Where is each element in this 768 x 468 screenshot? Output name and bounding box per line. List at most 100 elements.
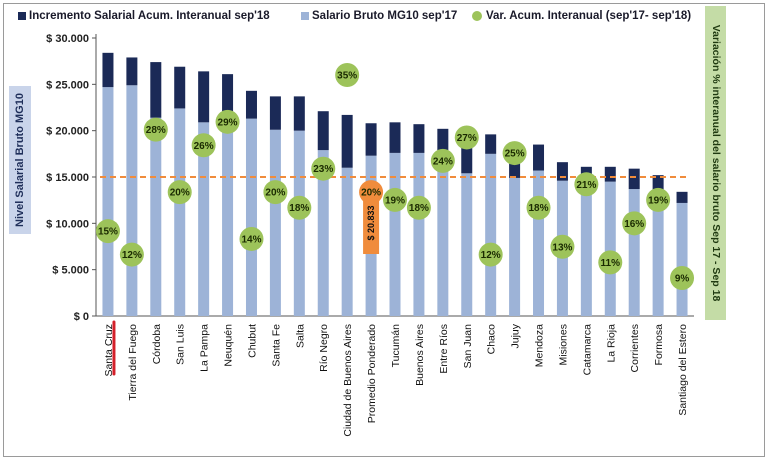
- x-tick-label: Corrientes: [629, 324, 641, 372]
- variation-label-19: 18%: [529, 203, 549, 214]
- bar-salary-11: [341, 167, 353, 316]
- legend-increment-label: Incremento Salarial Acum. Interanual sep…: [29, 10, 270, 22]
- variation-label-18: 25%: [505, 149, 525, 160]
- bar-increment-17: [485, 134, 497, 154]
- variation-label-9: 18%: [289, 203, 309, 214]
- variation-point-10: [311, 156, 336, 181]
- variation-label-22: 11%: [601, 258, 621, 269]
- x-tick-label: Córdoba: [151, 324, 163, 364]
- variation-point-17: [478, 242, 503, 267]
- variation-point-20: [550, 234, 575, 259]
- bar-salary-16: [461, 173, 473, 316]
- bar-salary-14: [413, 152, 425, 316]
- bar-salary-17: [485, 153, 497, 316]
- bar-increment-22: [604, 166, 616, 182]
- bar-increment-8: [269, 96, 281, 130]
- variation-label-20: 13%: [552, 242, 572, 253]
- variation-label-13: 19%: [385, 195, 405, 206]
- y-axis-title-box: Nivel Salarial Bruto MG10: [9, 86, 31, 234]
- bar-salary-10: [317, 150, 329, 316]
- x-tick-label: Chaco: [486, 324, 498, 355]
- legend-salary-label: Salario Bruto MG10 sep'17: [312, 10, 458, 22]
- variation-label-2: 12%: [122, 250, 142, 261]
- bar-increment-9: [293, 96, 305, 131]
- bar-increment-16: [461, 134, 473, 174]
- average-callout-label: $ 20.833: [366, 205, 376, 240]
- variation-label-11: 35%: [337, 71, 357, 82]
- bar-increment-24: [652, 175, 664, 198]
- y-tick-label: $ 20.000: [46, 126, 89, 138]
- variation-point-18: [502, 141, 527, 166]
- y-tick-label: $ 25.000: [46, 79, 89, 91]
- variation-label-4: 20%: [170, 188, 190, 199]
- bar-salary-4: [174, 108, 186, 316]
- x-tick-label: Santa Fe: [270, 324, 282, 367]
- bar-increment-14: [413, 124, 425, 153]
- variation-label-3: 28%: [146, 125, 166, 136]
- bar-salary-3: [150, 117, 162, 317]
- bar-salary-5: [198, 122, 210, 317]
- legend-variation-label: Var. Acum. Interanual (sep'17- sep'18): [486, 10, 692, 22]
- bar-salary-2: [126, 85, 138, 316]
- bar-increment-6: [222, 74, 234, 130]
- bar-salary-24: [652, 197, 664, 316]
- bar-salary-21: [580, 192, 592, 316]
- variation-point-24: [646, 187, 671, 212]
- variation-point-11: [335, 63, 360, 87]
- variation-label-23: 16%: [624, 219, 644, 230]
- variation-point-6: [215, 109, 240, 134]
- x-tick-label: Entre Ríos: [438, 324, 450, 374]
- x-tick-label: Jujuy: [510, 323, 522, 348]
- bar-increment-15: [437, 128, 449, 169]
- variation-point-8: [263, 180, 288, 205]
- bar-increment-20: [556, 162, 568, 181]
- y2-axis-title-box: Variación % interanual del salario bruto…: [705, 6, 726, 320]
- variation-point-15: [430, 148, 455, 173]
- bar-salary-22: [604, 181, 616, 316]
- bar-increment-12: [365, 123, 377, 156]
- bar-increment-11: [341, 114, 353, 168]
- bar-salary-6: [222, 129, 234, 316]
- bar-salary-13: [389, 152, 401, 316]
- legend-increment: Incremento Salarial Acum. Interanual sep…: [18, 8, 270, 24]
- bar-salary-19: [533, 170, 545, 316]
- variation-point-21: [574, 172, 599, 197]
- x-tick-label: La Pampa: [199, 324, 211, 372]
- bar-salary-7: [245, 118, 257, 317]
- variation-label-7: 14%: [241, 234, 261, 245]
- variation-point-25: [670, 266, 695, 290]
- x-tick-label: Buenos Aires: [414, 324, 426, 386]
- variation-label-6: 29%: [218, 117, 238, 128]
- y-tick-label: $ 15.000: [46, 172, 89, 184]
- x-tick-label: Santa Cruz: [103, 324, 115, 377]
- variation-label-8: 20%: [265, 188, 285, 199]
- variation-point-7: [239, 226, 264, 251]
- y-tick-label: $ 10.000: [46, 218, 89, 230]
- bar-salary-25: [676, 202, 688, 316]
- variation-point-12: [359, 180, 384, 205]
- variation-label-24: 19%: [648, 195, 668, 206]
- variation-point-3: [143, 117, 168, 142]
- x-tick-label: Río Negro: [318, 324, 330, 372]
- variation-label-5: 26%: [194, 141, 214, 152]
- bar-salary-18: [509, 177, 521, 316]
- variation-label-17: 12%: [481, 250, 501, 261]
- x-tick-label: San Juan: [462, 324, 474, 369]
- x-tick-label: Catamarca: [581, 324, 593, 376]
- legend-variation: Var. Acum. Interanual (sep'17- sep'18): [472, 8, 691, 24]
- y-tick-label: $ 30.000: [46, 33, 89, 45]
- x-tick-label: Mendoza: [534, 324, 546, 367]
- variation-label-25: 9%: [675, 274, 690, 285]
- x-tick-label: Santiago del Estero: [677, 324, 689, 416]
- variation-label-10: 23%: [313, 164, 333, 175]
- bar-increment-25: [676, 191, 688, 203]
- bar-salary-23: [628, 189, 640, 316]
- variation-point-14: [406, 195, 431, 220]
- legend-increment-swatch: [18, 12, 26, 20]
- variation-label-14: 18%: [409, 203, 429, 214]
- variation-label-12: 20%: [361, 188, 381, 199]
- x-tick-label: Ciudad de Buenos Aires: [342, 324, 354, 437]
- variation-label-15: 24%: [433, 156, 453, 167]
- bar-increment-13: [389, 122, 401, 153]
- variation-point-5: [191, 133, 216, 158]
